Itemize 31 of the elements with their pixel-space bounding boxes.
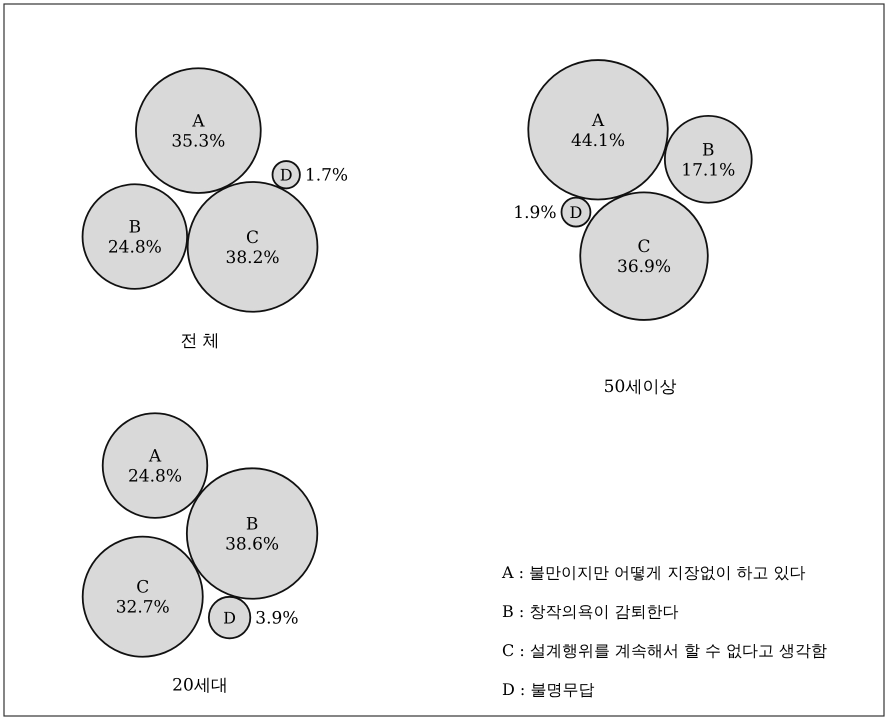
category-label: C bbox=[136, 578, 150, 598]
data-label: 44.1% bbox=[571, 130, 626, 151]
data-label: 1.7% bbox=[304, 166, 348, 186]
category-label: A bbox=[590, 110, 605, 131]
data-label: 38.6% bbox=[225, 534, 280, 555]
text: C : 설계행위를 계속해서 할 수 없다고 생각함 bbox=[502, 641, 828, 660]
text: 50세이상 bbox=[604, 377, 676, 397]
category-label: C bbox=[246, 228, 260, 248]
category-label: B bbox=[128, 218, 142, 238]
data-label: 24.8% bbox=[108, 238, 162, 258]
category-label: A bbox=[148, 446, 162, 467]
data-label: 32.7% bbox=[116, 598, 170, 618]
text: D : 불명무답 bbox=[502, 680, 594, 699]
category-label: D bbox=[223, 608, 236, 628]
category-label: D bbox=[280, 166, 293, 185]
data-label: 1.9% bbox=[513, 203, 556, 224]
category-label: A bbox=[191, 112, 206, 132]
data-label: 36.9% bbox=[617, 257, 672, 278]
category-label: B bbox=[702, 140, 715, 160]
text: B : 창작의욕이 감퇴한다 bbox=[502, 602, 678, 621]
category-label: B bbox=[246, 514, 258, 535]
category-label: D bbox=[570, 203, 582, 222]
category-label: C bbox=[638, 237, 651, 258]
data-label: 17.1% bbox=[681, 160, 736, 180]
data-label: 38.2% bbox=[226, 248, 280, 268]
data-label: 24.8% bbox=[128, 466, 182, 487]
data-label: 3.9% bbox=[255, 608, 299, 629]
text: 전 체 bbox=[180, 330, 220, 351]
text: A : 불만이지만 어떻게 지장없이 하고 있다 bbox=[501, 563, 806, 582]
data-label: 35.3% bbox=[171, 132, 226, 152]
text: 20세대 bbox=[172, 676, 228, 696]
